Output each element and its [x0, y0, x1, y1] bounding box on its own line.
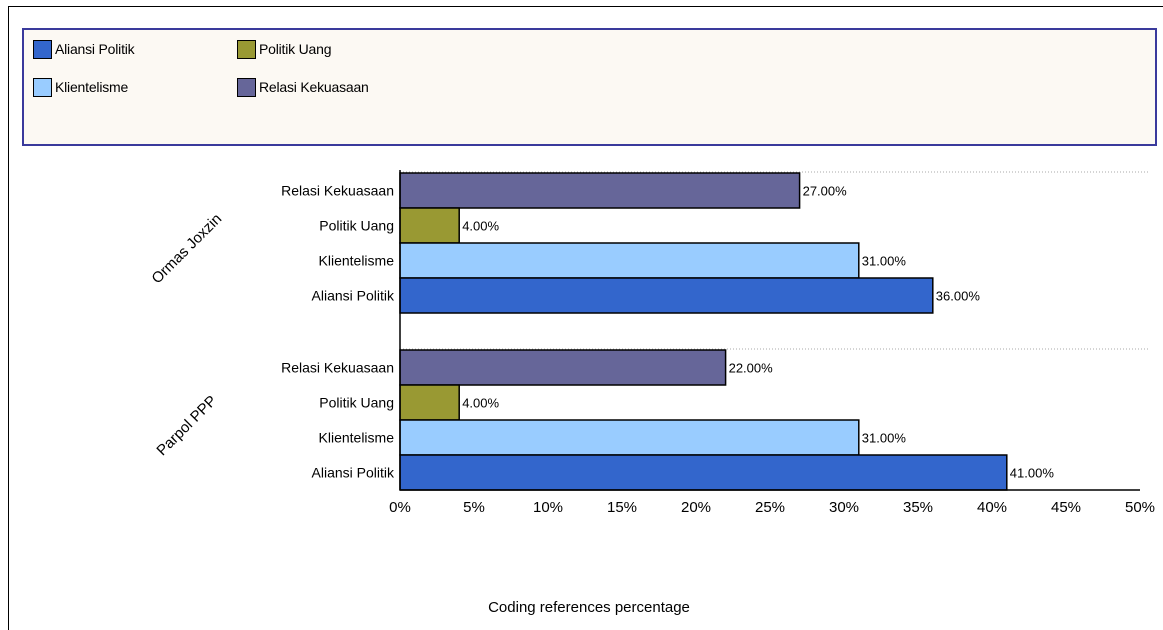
bar-parpol-ppp-aliansi-politik — [399, 454, 1008, 491]
category-label: Aliansi Politik — [312, 288, 395, 304]
x-tick-label: 5% — [463, 499, 485, 516]
legend-swatch — [33, 77, 52, 97]
x-tick-label: 40% — [977, 499, 1007, 516]
category-label: Politik Uang — [319, 395, 394, 411]
legend-swatch — [237, 39, 256, 59]
x-tick-label: 10% — [533, 499, 563, 516]
legend-item-aliansi-politik: Aliansi Politik — [33, 38, 135, 60]
data-label: 22.00% — [729, 361, 774, 376]
bar-parpol-ppp-klientelisme — [399, 419, 860, 456]
legend-item-relasi-kekuasaan: Relasi Kekuasaan — [237, 76, 369, 98]
bar-ormas-joxzin-politik-uang — [399, 207, 460, 244]
category-label: Aliansi Politik — [312, 465, 395, 481]
data-label: 27.00% — [803, 184, 848, 199]
x-tick-label: 25% — [755, 499, 785, 516]
legend-label: Politik Uang — [259, 41, 332, 57]
x-tick-label: 0% — [389, 499, 411, 516]
x-axis-title: Coding references percentage — [488, 599, 690, 616]
x-tick-label: 50% — [1125, 499, 1155, 516]
legend-item-klientelisme: Klientelisme — [33, 76, 128, 98]
data-label: 4.00% — [462, 219, 499, 234]
legend-label: Aliansi Politik — [55, 41, 135, 57]
legend-swatch — [33, 39, 52, 59]
data-label: 41.00% — [1010, 466, 1055, 481]
bar-ormas-joxzin-klientelisme — [399, 242, 860, 279]
x-tick-label: 20% — [681, 499, 711, 516]
legend-label: Relasi Kekuasaan — [259, 79, 369, 95]
data-label: 4.00% — [462, 396, 499, 411]
legend-item-politik-uang: Politik Uang — [237, 38, 332, 60]
category-label: Klientelisme — [319, 253, 395, 269]
category-label: Klientelisme — [319, 430, 395, 446]
legend: Aliansi Politik Politik Uang Klientelism… — [22, 28, 1157, 146]
category-label: Relasi Kekuasaan — [281, 183, 394, 199]
data-label: 31.00% — [862, 254, 907, 269]
chart-frame — [8, 6, 1163, 630]
bar-parpol-ppp-politik-uang — [399, 384, 460, 421]
bar-parpol-ppp-relasi-kekuasaan — [399, 349, 727, 386]
data-label: 36.00% — [936, 289, 981, 304]
x-tick-label: 15% — [607, 499, 637, 516]
data-label: 31.00% — [862, 431, 907, 446]
bar-ormas-joxzin-aliansi-politik — [399, 277, 934, 314]
bar-ormas-joxzin-relasi-kekuasaan — [399, 172, 801, 209]
legend-label: Klientelisme — [55, 79, 129, 95]
category-label: Politik Uang — [319, 218, 394, 234]
group-label: Parpol PPP — [153, 392, 220, 459]
x-tick-label: 30% — [829, 499, 859, 516]
x-tick-label: 35% — [903, 499, 933, 516]
legend-swatch — [237, 77, 256, 97]
group-label: Ormas Joxzin — [148, 210, 225, 287]
category-label: Relasi Kekuasaan — [281, 360, 394, 376]
x-tick-label: 45% — [1051, 499, 1081, 516]
